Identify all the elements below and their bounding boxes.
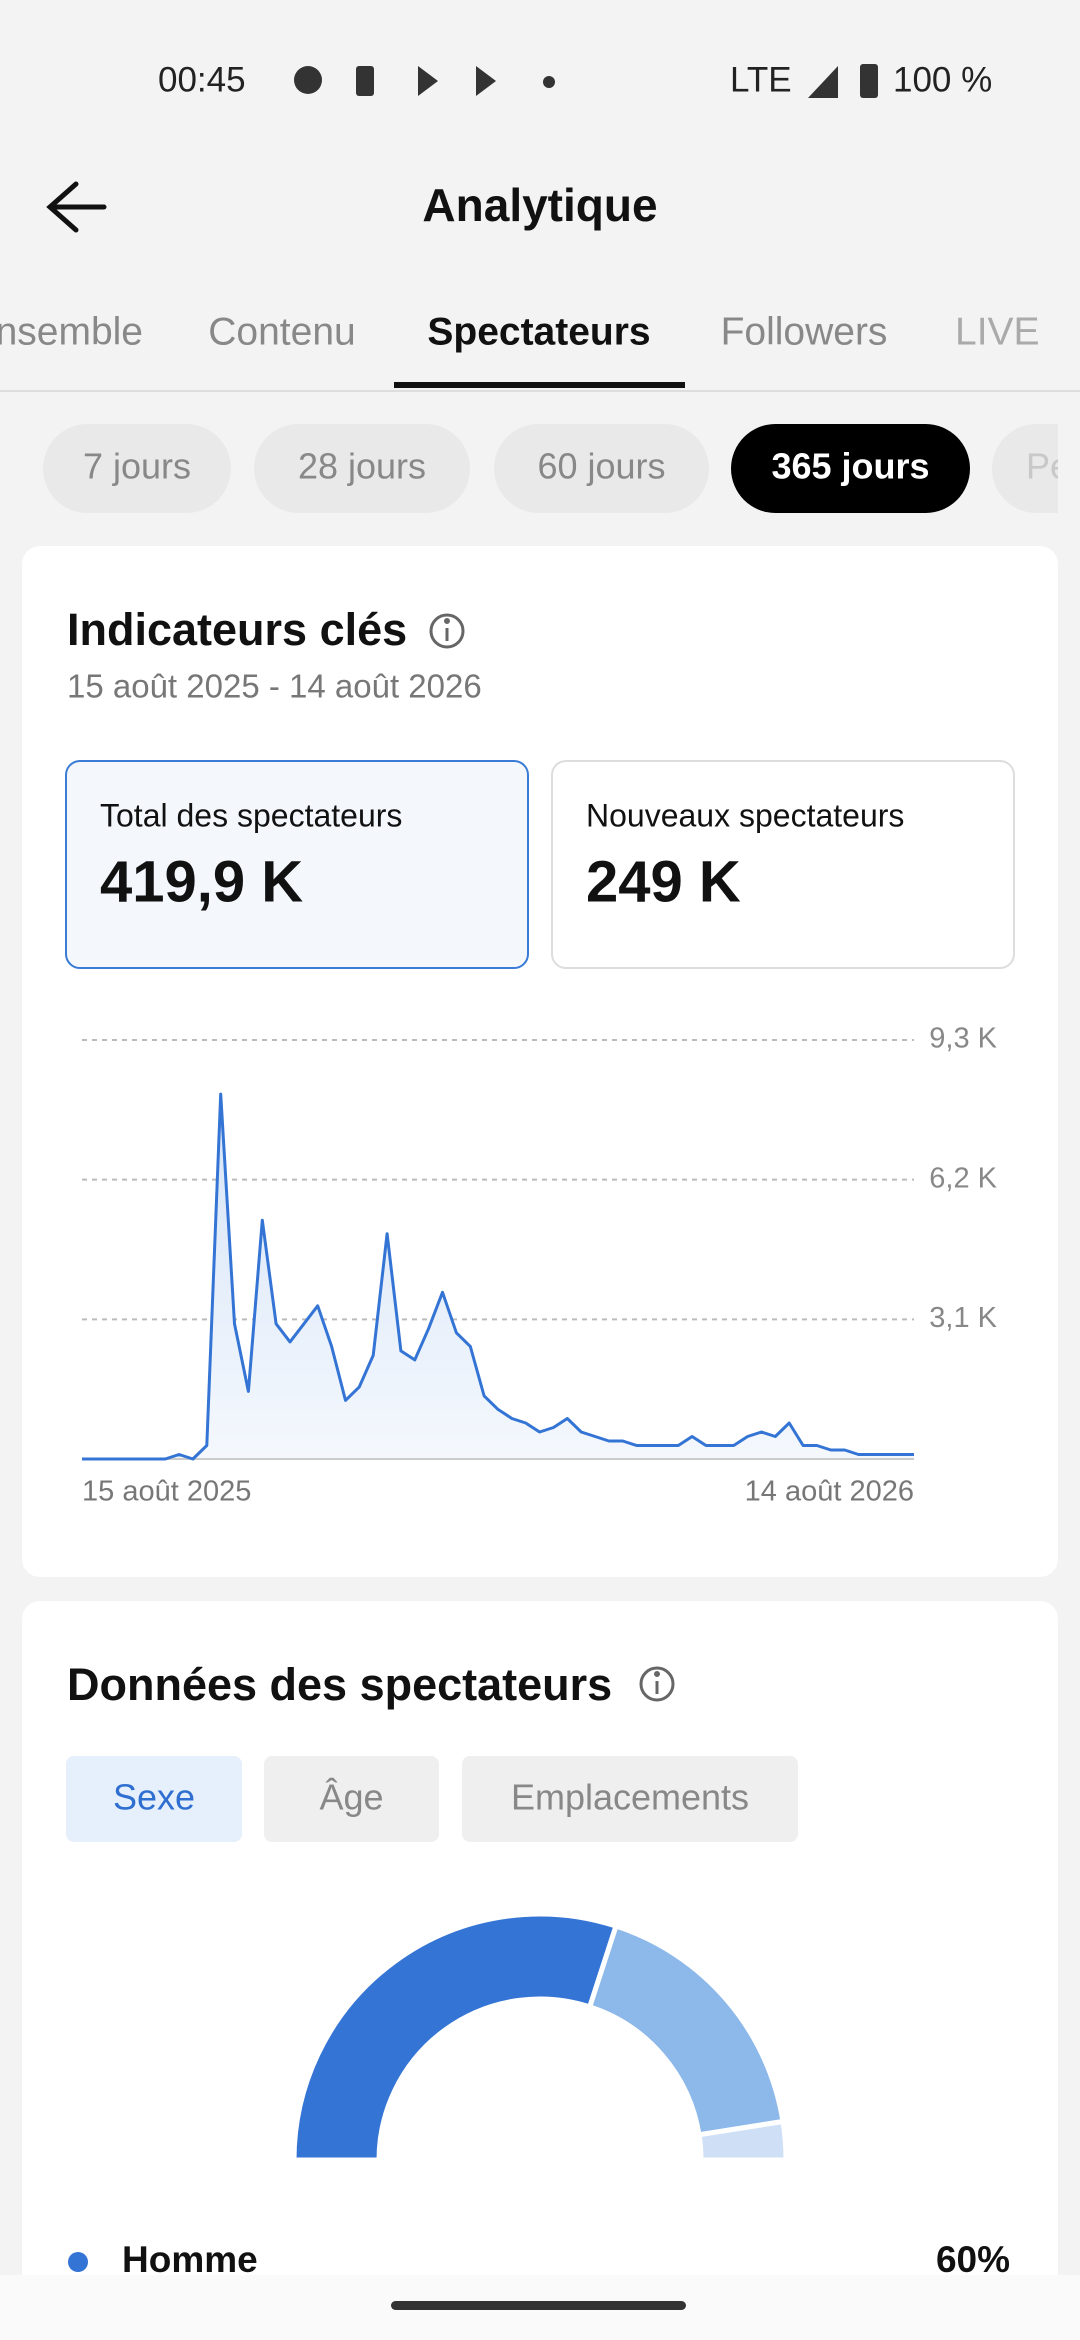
tab[interactable]: LIVE: [955, 310, 1040, 353]
y-tick-label: 3,1 K: [929, 1302, 997, 1334]
period-chip[interactable]: [494, 424, 709, 513]
back-button[interactable]: [46, 181, 107, 233]
donut-chart: Homme 60%: [68, 1911, 1010, 2280]
data-line: [82, 1092, 914, 1461]
period-chip[interactable]: [731, 424, 970, 513]
date-range: 15 août 2025 - 14 août 2026: [67, 668, 482, 705]
tab-bar: Ensemble Contenu Spectateurs Followers LIVE: [0, 310, 1040, 353]
period-chip[interactable]: [992, 424, 1080, 513]
filter-label: Âge: [319, 1777, 383, 1818]
metric-value: 249 K: [586, 849, 741, 914]
status-battery: 100 %: [893, 60, 992, 99]
info-icon[interactable]: [429, 613, 465, 649]
period-chips: 7 jours 28 jours 60 jours 365 jours Pe: [43, 424, 1080, 513]
period-chip[interactable]: [254, 424, 470, 513]
status-time: 00:45: [158, 60, 246, 99]
filter-label: Sexe: [113, 1777, 195, 1818]
legend-label: Homme: [122, 2239, 258, 2280]
period-label: 60 jours: [537, 446, 665, 487]
period-label: 7 jours: [83, 446, 191, 487]
tab[interactable]: Ensemble: [0, 310, 143, 353]
filter-chip[interactable]: [264, 1756, 439, 1842]
period-label: 365 jours: [771, 446, 929, 487]
tab-indicator: [394, 382, 685, 388]
page-title: Analytique: [422, 179, 657, 231]
period-label: 28 jours: [298, 446, 426, 487]
line-chart: 3,1 K 6,2 K 9,3 K 15 août 2025 14 août 2026: [82, 1023, 998, 1508]
donut-segment: [696, 2118, 789, 2163]
legend-dot: [68, 2252, 88, 2272]
metric-value: 419,9 K: [100, 849, 303, 914]
x-tick-label: 14 août 2026: [745, 1476, 914, 1508]
metric-label: Total des spectateurs: [100, 797, 402, 833]
metric-label: Nouveaux spectateurs: [586, 797, 904, 833]
period-label: Pe: [1026, 446, 1070, 487]
x-tick-label: 15 août 2025: [82, 1476, 251, 1508]
info-icon[interactable]: [639, 1666, 675, 1702]
section-title: Indicateurs clés: [67, 604, 407, 655]
filter-chip[interactable]: [462, 1756, 798, 1842]
period-chip[interactable]: [43, 424, 231, 513]
donut-segment: [291, 1911, 620, 2163]
tab[interactable]: Contenu: [208, 310, 355, 353]
y-tick-label: 9,3 K: [929, 1023, 997, 1055]
metric-card[interactable]: [65, 760, 529, 969]
filter-label: Emplacements: [511, 1777, 749, 1818]
status-network: LTE: [730, 60, 792, 99]
area-fill: [82, 1094, 914, 1459]
legend-value: 60%: [936, 2239, 1010, 2280]
tab[interactable]: Spectateurs: [427, 310, 650, 353]
tab[interactable]: Followers: [721, 310, 888, 353]
y-tick-label: 6,2 K: [929, 1162, 997, 1194]
section-title: Données des spectateurs: [67, 1659, 612, 1710]
filter-chip[interactable]: [66, 1756, 242, 1842]
status-icons: [294, 64, 878, 98]
metric-card[interactable]: [551, 760, 1015, 969]
audience-filters: Sexe Âge Emplacements: [66, 1756, 798, 1842]
home-indicator[interactable]: [391, 2301, 686, 2310]
